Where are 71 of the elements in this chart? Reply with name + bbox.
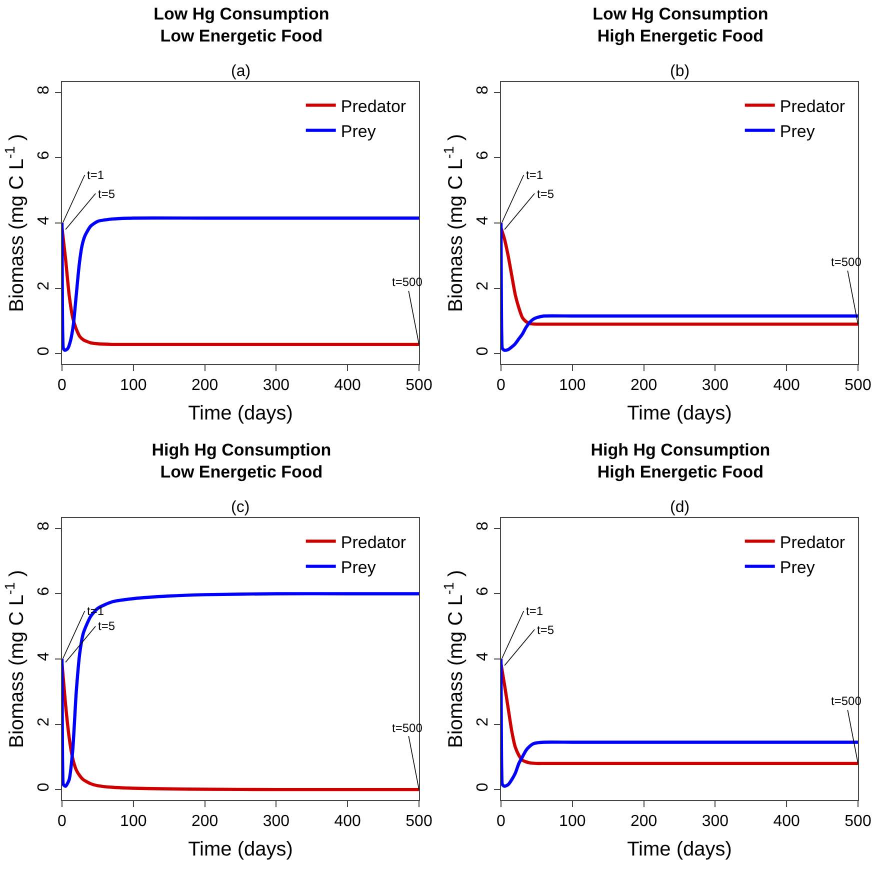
y-tick-label: 4 <box>474 216 492 226</box>
x-tick-label: 400 <box>773 813 800 830</box>
y-tick-label: 4 <box>36 652 53 662</box>
y-tick-label: 6 <box>474 586 492 596</box>
y-tick-label: 8 <box>474 521 492 530</box>
y-tick-label: 0 <box>36 782 53 792</box>
y-tick-label: 2 <box>474 281 492 290</box>
chart-subtitle: (c) <box>231 499 250 516</box>
y-tick-label: 4 <box>36 216 53 226</box>
y-tick-label: 0 <box>474 782 492 792</box>
y-tick-label: 6 <box>474 150 492 160</box>
annotation: t=5 <box>537 187 554 201</box>
y-tick-label: 8 <box>36 85 53 94</box>
x-tick-label: 400 <box>334 377 362 394</box>
x-axis-title: Time (days) <box>188 402 293 425</box>
x-tick-label: 0 <box>58 813 67 830</box>
y-tick-label: 0 <box>474 346 492 356</box>
x-tick-label: 100 <box>120 813 147 830</box>
legend-label: Prey <box>780 122 816 141</box>
annotation: t=5 <box>98 619 116 633</box>
x-tick-label: 500 <box>844 813 872 830</box>
x-tick-label: 500 <box>406 377 432 394</box>
chart-title: High Hg Consumption Low Energetic Food <box>152 440 332 482</box>
x-tick-label: 200 <box>191 813 218 830</box>
chart-subtitle: (a) <box>231 63 251 80</box>
x-axis-title: Time (days) <box>627 838 732 861</box>
annotation: t=5 <box>537 623 554 637</box>
legend-label: Predator <box>780 96 846 116</box>
y-tick-label: 4 <box>474 652 492 662</box>
x-axis-title: Time (days) <box>627 402 732 425</box>
legend-label: Prey <box>340 558 376 577</box>
y-tick-label: 6 <box>36 150 53 160</box>
x-tick-label: 0 <box>496 813 506 830</box>
x-tick-label: 100 <box>559 377 586 394</box>
legend-label: Prey <box>340 122 376 141</box>
x-tick-label: 100 <box>559 813 586 830</box>
chart-title: High Hg Consumption High Energetic Food <box>590 440 770 482</box>
x-tick-label: 500 <box>406 813 432 830</box>
y-tick-label: 2 <box>36 717 53 726</box>
y-tick-label: 6 <box>36 586 53 596</box>
y-tick-label: 2 <box>36 281 53 290</box>
y-tick-label: 8 <box>474 85 492 94</box>
chart-title: Low Hg Consumption Low Energetic Food <box>154 4 330 46</box>
y-tick-label: 8 <box>36 521 53 530</box>
x-tick-label: 200 <box>630 377 658 394</box>
x-tick-label: 400 <box>773 377 800 394</box>
x-tick-label: 0 <box>58 377 67 394</box>
y-tick-label: 2 <box>474 717 492 726</box>
x-tick-label: 0 <box>496 377 506 394</box>
x-tick-label: 300 <box>702 377 729 394</box>
annotation: t=1 <box>526 168 544 182</box>
legend-label: Predator <box>780 532 846 552</box>
annotation: t=1 <box>526 604 544 618</box>
legend-label: Prey <box>780 558 816 577</box>
chart-subtitle: (d) <box>670 499 690 516</box>
annotation: t=1 <box>87 168 104 182</box>
x-tick-label: 400 <box>334 813 362 830</box>
annotation: t=5 <box>98 187 116 201</box>
x-tick-label: 300 <box>262 377 290 394</box>
x-tick-label: 300 <box>702 813 729 830</box>
chart-title: Low Hg Consumption High Energetic Food <box>592 4 768 46</box>
chart-subtitle: (b) <box>670 63 690 80</box>
legend-label: Predator <box>340 96 406 116</box>
legend-label: Predator <box>340 532 406 552</box>
x-tick-label: 200 <box>630 813 658 830</box>
x-tick-label: 300 <box>262 813 290 830</box>
x-axis-title: Time (days) <box>188 838 293 861</box>
x-tick-label: 500 <box>844 377 872 394</box>
y-tick-label: 0 <box>36 346 53 356</box>
x-tick-label: 200 <box>191 377 218 394</box>
x-tick-label: 100 <box>120 377 147 394</box>
